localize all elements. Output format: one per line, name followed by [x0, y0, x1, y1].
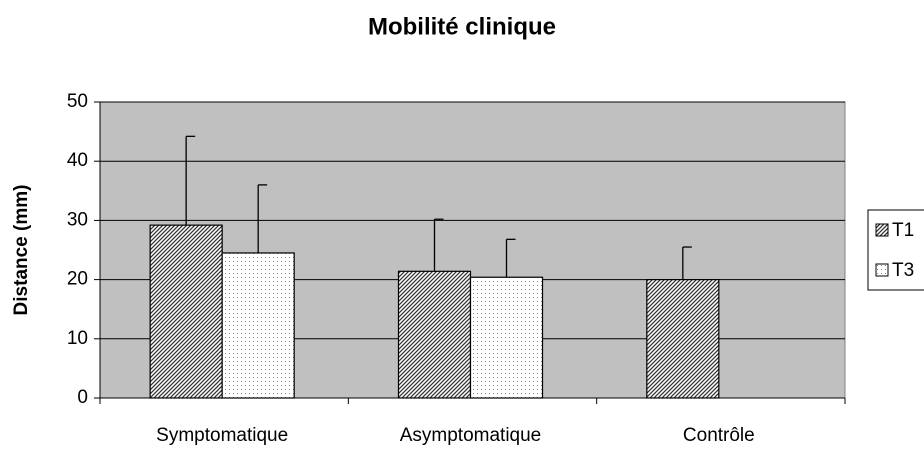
bar	[149, 224, 223, 399]
y-tick-label: 0	[77, 387, 88, 408]
x-tick-label: Symptomatique	[156, 425, 288, 446]
y-tick-label: 40	[67, 150, 88, 171]
legend-label: T3	[892, 260, 914, 281]
y-tick-label: 50	[67, 91, 88, 112]
x-tick-label: Contrôle	[683, 425, 755, 446]
chart-title: Mobilité clinique	[368, 13, 556, 40]
y-tick-label: 20	[67, 269, 88, 290]
y-axis-title: Distance (mm)	[11, 185, 32, 316]
legend-box	[867, 209, 924, 291]
legend-label: T1	[892, 220, 914, 241]
bar	[397, 270, 472, 399]
legend-swatch	[875, 223, 889, 237]
y-tick-label: 30	[67, 209, 88, 230]
bar	[469, 276, 544, 399]
y-tick-label: 10	[67, 328, 88, 349]
bar	[646, 279, 720, 399]
bar	[221, 252, 295, 399]
legend-swatch	[875, 263, 889, 277]
x-tick-label: Asymptomatique	[400, 425, 542, 446]
